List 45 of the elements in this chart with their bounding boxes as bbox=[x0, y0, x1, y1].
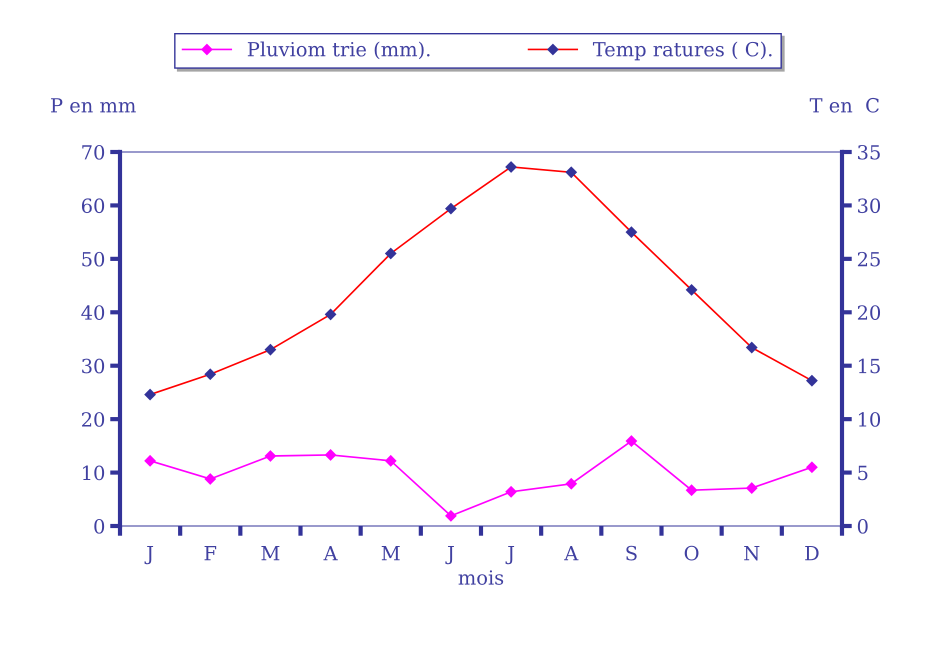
y2-tick-label: 0 bbox=[858, 518, 868, 534]
y-tick-label: 60 bbox=[82, 198, 104, 214]
point bbox=[566, 478, 577, 490]
y-tick-label: 50 bbox=[82, 252, 104, 267]
point bbox=[385, 455, 396, 466]
x-tick-label: A bbox=[323, 546, 338, 560]
y-tick-label: 70 bbox=[82, 144, 104, 160]
point bbox=[445, 510, 457, 522]
point bbox=[686, 484, 698, 496]
point bbox=[505, 486, 517, 498]
y-tick-label: 30 bbox=[82, 358, 104, 374]
x-tick-label: F bbox=[204, 546, 216, 560]
legend-label: Temp ratures ( C). bbox=[592, 42, 772, 60]
legend-label: Pluviom trie (mm). bbox=[248, 42, 430, 60]
y2-tick-label: 35 bbox=[858, 144, 880, 160]
x-tick-label: J bbox=[144, 546, 154, 564]
x-tick-label: J bbox=[445, 546, 454, 564]
y2-tick-label: 20 bbox=[858, 305, 880, 320]
x-tick-label: A bbox=[564, 546, 578, 560]
y-tick-label: 40 bbox=[81, 305, 104, 320]
x-tick-label: N bbox=[744, 546, 760, 560]
x-tick-label: D bbox=[805, 546, 819, 560]
x-tick-label: O bbox=[684, 546, 698, 560]
point bbox=[264, 450, 276, 462]
x-tick-label: S bbox=[626, 546, 637, 560]
y-axis-title: P en mm bbox=[51, 98, 136, 113]
y-tick-label: 10 bbox=[83, 466, 104, 480]
y2-tick-label: 30 bbox=[858, 198, 880, 214]
y-tick-label: 0 bbox=[94, 518, 104, 534]
x-axis-title: mois bbox=[458, 570, 504, 585]
y2-axis-title: T en C bbox=[810, 98, 879, 113]
y-tick-label: 20 bbox=[82, 412, 104, 427]
y2-tick-label: 15 bbox=[858, 358, 880, 374]
y2-tick-label: 5 bbox=[858, 466, 868, 480]
point bbox=[806, 462, 818, 473]
point bbox=[144, 455, 156, 466]
x-tick-label: M bbox=[261, 546, 280, 560]
x-tick-label: J bbox=[506, 546, 514, 564]
y2-tick-label: 25 bbox=[858, 252, 880, 267]
point bbox=[204, 473, 216, 485]
point bbox=[324, 449, 336, 461]
point bbox=[746, 482, 758, 494]
x-tick-label: M bbox=[382, 546, 400, 560]
point bbox=[626, 435, 638, 447]
y2-tick-label: 10 bbox=[858, 412, 880, 427]
